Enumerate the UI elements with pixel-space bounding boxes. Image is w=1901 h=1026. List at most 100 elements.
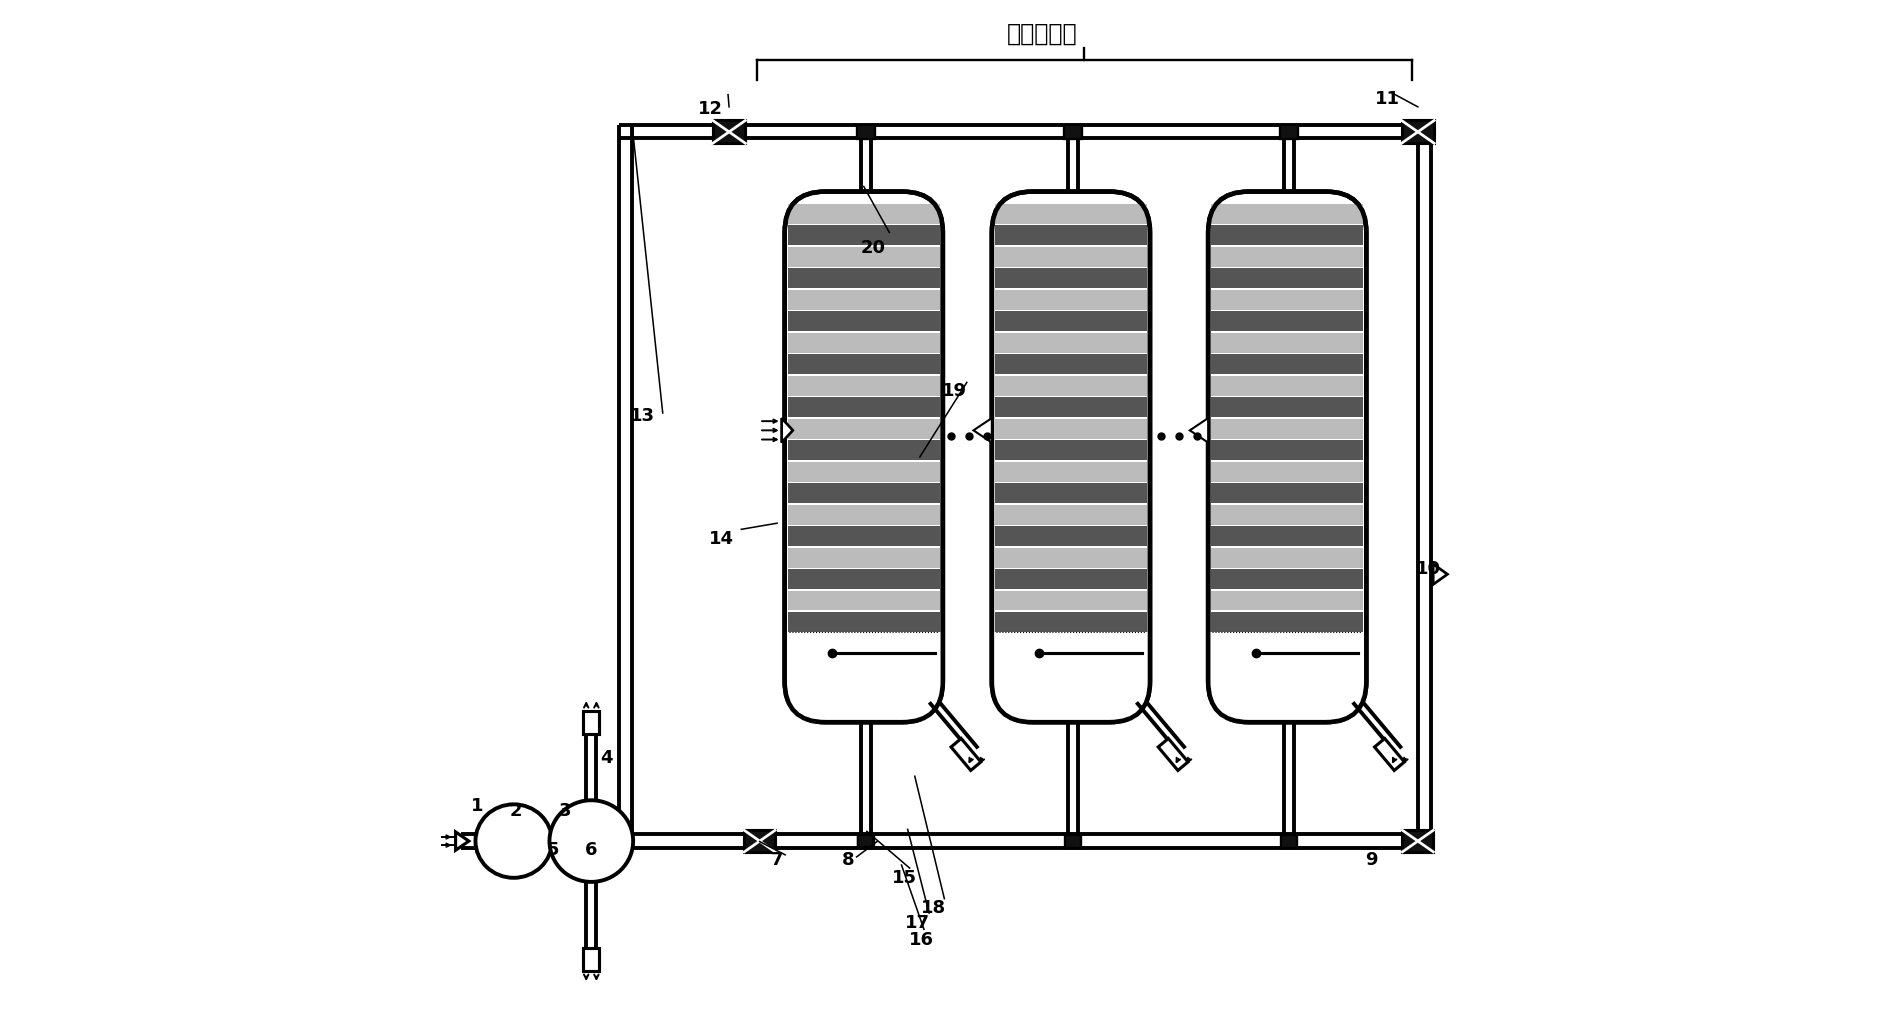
Bar bbox=[787, 526, 939, 546]
Bar bbox=[857, 835, 873, 847]
Bar bbox=[1211, 483, 1363, 503]
Text: 多反应单元: 多反应单元 bbox=[1008, 22, 1078, 45]
Bar bbox=[1401, 120, 1433, 144]
Text: 13: 13 bbox=[629, 407, 654, 425]
Text: 15: 15 bbox=[892, 869, 916, 887]
Bar bbox=[994, 483, 1146, 503]
Bar bbox=[1281, 834, 1298, 847]
Polygon shape bbox=[456, 832, 470, 851]
Polygon shape bbox=[1433, 564, 1447, 585]
Bar bbox=[994, 548, 1146, 567]
Text: 2: 2 bbox=[509, 802, 523, 820]
Text: 11: 11 bbox=[1374, 89, 1399, 108]
Ellipse shape bbox=[549, 800, 633, 882]
Bar bbox=[994, 269, 1146, 288]
Bar bbox=[1211, 376, 1363, 396]
Bar bbox=[787, 569, 939, 589]
Bar bbox=[787, 226, 939, 245]
Bar bbox=[787, 397, 939, 418]
Bar bbox=[1211, 613, 1363, 632]
Bar bbox=[787, 613, 939, 632]
Bar bbox=[950, 739, 981, 771]
Bar bbox=[787, 354, 939, 374]
Bar bbox=[787, 548, 939, 567]
Bar bbox=[994, 591, 1146, 610]
Bar bbox=[994, 569, 1146, 589]
Bar bbox=[787, 591, 939, 610]
Bar bbox=[1211, 462, 1363, 481]
Bar bbox=[1211, 397, 1363, 418]
Bar bbox=[1211, 311, 1363, 331]
Bar bbox=[787, 247, 939, 267]
Bar bbox=[785, 632, 941, 721]
Bar bbox=[994, 247, 1146, 267]
Bar bbox=[1209, 632, 1365, 721]
Bar bbox=[994, 419, 1146, 438]
Bar bbox=[1374, 739, 1405, 771]
Bar bbox=[787, 290, 939, 310]
Text: 19: 19 bbox=[943, 382, 968, 399]
Bar bbox=[787, 483, 939, 503]
Bar bbox=[787, 505, 939, 524]
Bar bbox=[1211, 440, 1363, 460]
Text: 20: 20 bbox=[861, 239, 886, 256]
Bar bbox=[1211, 204, 1363, 224]
Bar bbox=[994, 462, 1146, 481]
Text: 6: 6 bbox=[586, 840, 597, 859]
Text: 5: 5 bbox=[546, 840, 559, 859]
Bar bbox=[994, 397, 1146, 418]
Text: 16: 16 bbox=[909, 931, 935, 949]
Bar bbox=[1211, 290, 1363, 310]
Bar bbox=[994, 440, 1146, 460]
Bar bbox=[1403, 830, 1433, 852]
Bar bbox=[1211, 269, 1363, 288]
Bar bbox=[994, 332, 1146, 353]
Bar bbox=[994, 354, 1146, 374]
Bar bbox=[1211, 226, 1363, 245]
Bar bbox=[994, 376, 1146, 396]
FancyBboxPatch shape bbox=[1209, 192, 1367, 722]
Bar bbox=[1211, 591, 1363, 610]
Bar bbox=[994, 311, 1146, 331]
Text: 1: 1 bbox=[471, 797, 483, 815]
Bar bbox=[1211, 569, 1363, 589]
Bar bbox=[857, 834, 874, 847]
Bar bbox=[1211, 332, 1363, 353]
Polygon shape bbox=[781, 419, 793, 442]
Bar bbox=[1065, 124, 1082, 140]
Bar bbox=[1211, 505, 1363, 524]
Bar bbox=[1211, 419, 1363, 438]
Bar bbox=[994, 505, 1146, 524]
Bar bbox=[994, 226, 1146, 245]
FancyBboxPatch shape bbox=[992, 192, 1150, 722]
Bar bbox=[1211, 247, 1363, 267]
Bar bbox=[994, 613, 1146, 632]
Polygon shape bbox=[973, 419, 992, 442]
Text: 10: 10 bbox=[1416, 560, 1441, 578]
Bar bbox=[584, 948, 599, 971]
Bar bbox=[1158, 739, 1188, 771]
Text: 14: 14 bbox=[709, 529, 734, 548]
Bar bbox=[1279, 124, 1298, 140]
Ellipse shape bbox=[475, 804, 551, 878]
Text: 9: 9 bbox=[1365, 851, 1376, 869]
Bar bbox=[787, 376, 939, 396]
Bar bbox=[992, 632, 1148, 721]
Bar bbox=[787, 204, 939, 224]
Bar bbox=[713, 120, 745, 144]
Bar bbox=[787, 332, 939, 353]
Text: 7: 7 bbox=[770, 851, 783, 869]
Bar bbox=[787, 419, 939, 438]
Text: 4: 4 bbox=[601, 749, 612, 766]
Bar bbox=[787, 462, 939, 481]
Bar bbox=[743, 830, 776, 852]
Text: 18: 18 bbox=[920, 899, 945, 917]
Bar bbox=[1211, 526, 1363, 546]
Text: 3: 3 bbox=[559, 802, 570, 820]
Bar bbox=[787, 311, 939, 331]
Bar bbox=[1211, 548, 1363, 567]
Bar bbox=[1065, 834, 1082, 847]
Bar bbox=[787, 269, 939, 288]
Bar bbox=[787, 440, 939, 460]
Bar bbox=[994, 290, 1146, 310]
